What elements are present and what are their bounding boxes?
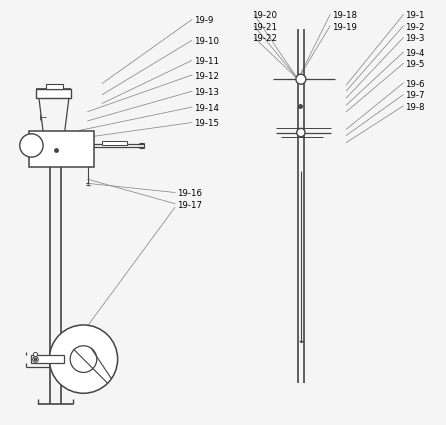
Text: 19-17: 19-17: [177, 201, 202, 210]
Circle shape: [20, 134, 43, 157]
Text: 19-8: 19-8: [405, 102, 425, 112]
Text: 19-20: 19-20: [252, 11, 277, 20]
Text: 19-14: 19-14: [194, 104, 219, 113]
Text: 19-21: 19-21: [252, 23, 277, 31]
Text: 19-13: 19-13: [194, 88, 219, 97]
Text: 19-22: 19-22: [252, 34, 277, 43]
Text: 19-19: 19-19: [332, 23, 357, 31]
Text: 19-7: 19-7: [405, 91, 425, 100]
Text: 19-15: 19-15: [194, 119, 219, 128]
Text: 19-18: 19-18: [332, 11, 357, 20]
Text: 19-6: 19-6: [405, 80, 425, 89]
FancyBboxPatch shape: [46, 84, 62, 89]
Text: 19-4: 19-4: [405, 49, 425, 58]
FancyBboxPatch shape: [31, 355, 64, 363]
Circle shape: [50, 325, 118, 393]
Circle shape: [70, 346, 97, 372]
Text: 19-5: 19-5: [405, 60, 425, 69]
Circle shape: [296, 74, 306, 84]
Circle shape: [297, 128, 305, 137]
Text: 19-10: 19-10: [194, 37, 219, 46]
Text: 19-12: 19-12: [194, 72, 219, 81]
Text: 19-3: 19-3: [405, 34, 425, 43]
Text: 19-16: 19-16: [177, 189, 202, 198]
Text: 19-1: 19-1: [405, 11, 425, 20]
Text: 19-9: 19-9: [194, 17, 213, 26]
FancyBboxPatch shape: [102, 141, 127, 145]
Text: 19-2: 19-2: [405, 23, 425, 31]
FancyBboxPatch shape: [29, 131, 94, 167]
Text: 19-11: 19-11: [194, 57, 219, 66]
FancyBboxPatch shape: [37, 89, 71, 98]
